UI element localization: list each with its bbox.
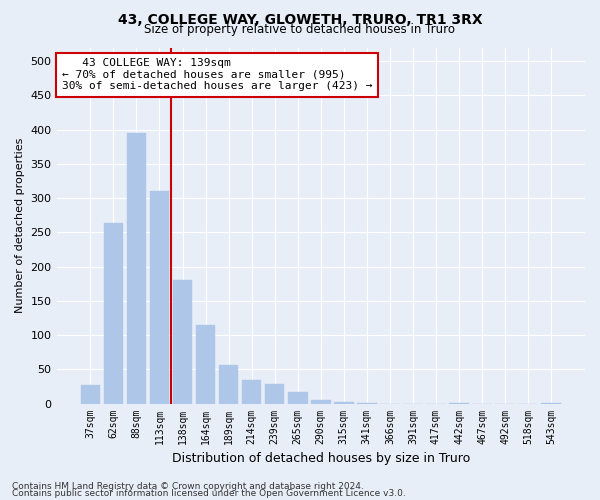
Bar <box>149 192 169 404</box>
Bar <box>288 392 308 404</box>
Bar <box>80 385 100 404</box>
Text: 43, COLLEGE WAY, GLOWETH, TRURO, TR1 3RX: 43, COLLEGE WAY, GLOWETH, TRURO, TR1 3RX <box>118 12 482 26</box>
Bar <box>449 403 469 404</box>
Bar <box>173 280 193 404</box>
Y-axis label: Number of detached properties: Number of detached properties <box>15 138 25 313</box>
Bar <box>242 380 262 404</box>
Bar <box>219 364 238 404</box>
Text: Size of property relative to detached houses in Truro: Size of property relative to detached ho… <box>145 22 455 36</box>
Bar <box>311 400 331 404</box>
Text: Contains public sector information licensed under the Open Government Licence v3: Contains public sector information licen… <box>12 490 406 498</box>
Bar <box>127 133 146 404</box>
X-axis label: Distribution of detached houses by size in Truro: Distribution of detached houses by size … <box>172 452 470 465</box>
Bar <box>265 384 284 404</box>
Bar <box>334 402 353 404</box>
Bar <box>104 224 123 404</box>
Text: Contains HM Land Registry data © Crown copyright and database right 2024.: Contains HM Land Registry data © Crown c… <box>12 482 364 491</box>
Bar <box>196 325 215 404</box>
Bar <box>541 403 561 404</box>
Bar <box>357 403 377 404</box>
Text: 43 COLLEGE WAY: 139sqm
← 70% of detached houses are smaller (995)
30% of semi-de: 43 COLLEGE WAY: 139sqm ← 70% of detached… <box>62 58 373 92</box>
